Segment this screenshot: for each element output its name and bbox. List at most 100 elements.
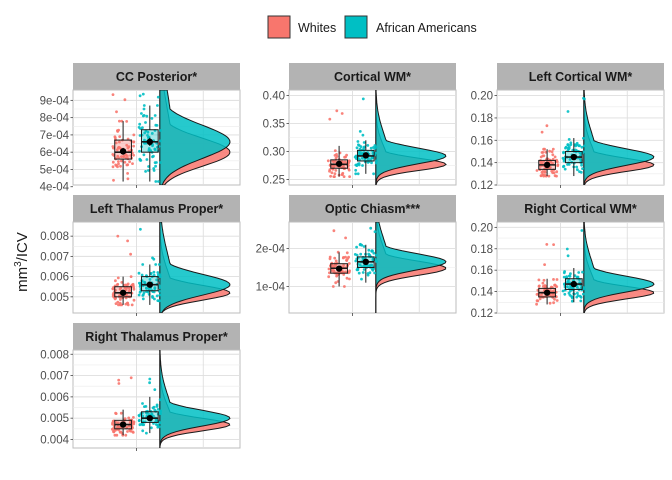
data-point — [564, 146, 567, 150]
data-point — [156, 104, 159, 107]
data-point — [362, 268, 366, 271]
data-point — [125, 425, 129, 429]
data-point — [153, 297, 156, 301]
data-point — [117, 160, 120, 163]
data-point — [569, 272, 572, 276]
y-tick-label: 0.005 — [40, 413, 69, 425]
data-point — [154, 180, 158, 183]
data-point — [551, 147, 555, 151]
boxplot-african-americans — [356, 244, 375, 283]
data-point — [159, 161, 162, 164]
data-point — [126, 282, 130, 286]
data-point — [153, 114, 157, 117]
data-point — [359, 151, 362, 154]
data-point — [340, 112, 344, 115]
panel-strip — [289, 63, 456, 90]
data-point — [566, 281, 569, 284]
data-point — [126, 239, 129, 243]
data-point — [137, 419, 141, 422]
data-point — [540, 130, 544, 134]
data-point — [567, 147, 571, 150]
data-point — [575, 165, 579, 169]
data-point — [157, 263, 161, 266]
data-point — [543, 147, 546, 151]
data-point — [143, 405, 146, 408]
data-point — [131, 431, 135, 434]
data-point — [156, 95, 160, 99]
data-point — [358, 243, 362, 247]
boxplot-african-americans — [140, 396, 159, 434]
panel-title: Right Thalamus Proper* — [85, 330, 228, 344]
panel-4: Optic Chiasm*** 1e-04 2e-04 — [256, 195, 457, 316]
data-point — [126, 172, 129, 175]
data-point — [152, 154, 155, 158]
data-point — [576, 291, 579, 295]
data-point — [154, 164, 158, 168]
data-point — [568, 274, 572, 278]
data-point — [153, 388, 157, 391]
cloud-african-americans — [583, 90, 655, 185]
data-point — [568, 293, 572, 297]
boxplot-whites — [538, 149, 556, 177]
y-tick-label: 0.006 — [40, 272, 69, 284]
data-point — [334, 156, 338, 160]
data-point — [120, 281, 124, 284]
data-point — [562, 158, 566, 161]
y-tick-label: 0.005 — [40, 292, 69, 304]
data-point — [138, 149, 141, 153]
data-point — [369, 158, 372, 162]
data-point — [117, 421, 120, 425]
data-point — [111, 287, 115, 291]
panel-title: Left Thalamus Proper* — [90, 202, 223, 216]
panel-plot-area — [73, 90, 240, 185]
data-point — [334, 169, 338, 172]
data-point — [141, 297, 145, 301]
data-point — [158, 398, 162, 402]
data-point — [140, 422, 144, 426]
data-point — [566, 110, 570, 113]
data-point — [333, 154, 337, 157]
data-point — [333, 149, 337, 153]
data-point — [375, 159, 378, 163]
data-point — [150, 132, 154, 135]
data-point — [570, 295, 574, 299]
data-point — [141, 92, 145, 96]
data-point — [369, 226, 373, 230]
data-point — [151, 406, 155, 410]
panel-3: Left Thalamus Proper* 0.005 0.006 0.007 0.00… — [40, 195, 241, 316]
boxplot-whites — [330, 252, 348, 287]
data-point — [568, 158, 572, 161]
panel-title: Optic Chiasm*** — [325, 202, 420, 216]
data-point — [111, 93, 115, 96]
data-point — [361, 97, 365, 101]
data-point — [118, 119, 121, 123]
panel-title: Right Cortical WM* — [524, 202, 637, 216]
data-point — [132, 153, 136, 157]
panel-plot-area — [73, 222, 240, 313]
data-point — [123, 160, 127, 164]
data-point — [368, 253, 372, 257]
data-point — [567, 138, 571, 141]
data-point — [553, 155, 557, 159]
data-point — [347, 262, 351, 265]
boxplot-african-americans — [564, 268, 583, 303]
data-point — [115, 110, 118, 114]
data-point — [156, 408, 160, 411]
legend: Whites African Americans — [267, 15, 477, 39]
panel-strip — [73, 195, 240, 222]
data-point — [159, 410, 162, 413]
y-tick-label: 0.40 — [263, 91, 285, 103]
data-point — [127, 416, 131, 420]
data-point — [552, 301, 555, 305]
y-tick-label: 0.008 — [40, 349, 69, 361]
data-point — [124, 302, 128, 306]
data-point — [118, 303, 122, 307]
data-point — [145, 431, 148, 435]
panel-plot-area — [289, 90, 456, 185]
y-tick-label: 6e-04 — [40, 147, 70, 159]
y-axis-label-suffix: /ICV — [14, 232, 31, 261]
y-tick-label: 0.006 — [40, 392, 69, 404]
data-point — [111, 145, 115, 148]
data-point — [555, 278, 559, 281]
y-axis-label: mm3/ICV — [13, 232, 31, 292]
